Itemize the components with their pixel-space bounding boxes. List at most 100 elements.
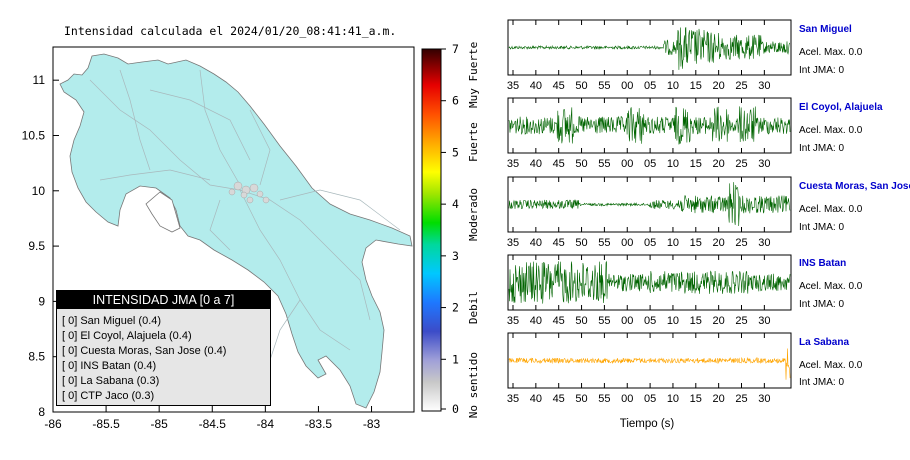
map-y-axis: 8 8.5 9 9.5 10 10.5 11 [22,73,59,419]
time-tick-label: 25 [735,158,747,170]
colorbar-tick-label: 7 [452,42,459,56]
legend-title: INTENSIDAD JMA [0 a 7] [57,291,270,309]
time-tick-label: 40 [530,237,542,249]
time-tick-label: 55 [598,237,610,249]
time-tick-label: 55 [598,158,610,170]
road-network [89,69,401,361]
time-tick-label: 10 [667,315,679,327]
time-tick-label: 45 [553,237,565,249]
y-tick-label: 9 [38,294,45,308]
station-jma: Int JMA: 0 [799,377,845,388]
town-cluster [228,181,270,204]
waveform-trace [508,106,791,145]
time-tick-label: 00 [621,315,633,327]
time-tick-label: 25 [735,80,747,92]
time-tick-label: 10 [667,393,679,405]
waveform-trace [508,182,791,227]
seismogram-panel: 35 40 45 50 55 00 05 10 15 20 25 30 [507,254,792,327]
seismogram-panel: 35 40 45 50 55 00 05 10 15 20 25 30 [507,332,792,405]
x-tick-label: -83 [363,417,381,431]
time-tick-label: 20 [713,158,725,170]
time-tick-label: 55 [598,315,610,327]
colorbar-label: Muy Fuerte [467,42,480,108]
time-tick-label: 35 [507,393,519,405]
time-tick-label: 45 [553,315,565,327]
x-tick-label: -85.5 [92,417,120,431]
colorbar-labels: No sentido Debil Moderado Fuerte Muy Fuerte [467,42,480,419]
time-tick-label: 35 [507,237,519,249]
time-tick-label: 50 [575,80,587,92]
colorbar-gradient [421,48,442,412]
time-tick-label: 40 [530,158,542,170]
colorbar-label: Moderado [467,188,480,241]
time-tick-label: 20 [713,315,725,327]
time-tick-label: 05 [644,158,656,170]
time-tick-label: 50 [575,158,587,170]
time-tick-label: 40 [530,393,542,405]
time-tick-label: 30 [758,237,770,249]
time-tick-label: 40 [530,80,542,92]
time-tick-label: 55 [598,80,610,92]
seismogram-panel: 35 40 45 50 55 00 05 10 15 20 25 30 [507,97,792,170]
time-tick-label: 05 [644,315,656,327]
station-accel: Acel. Max. 0.0 [799,47,863,58]
time-tick-label: 45 [553,80,565,92]
nicoya-gulf [145,191,181,233]
time-tick-label: 15 [690,158,702,170]
colorbar: 0 1 2 3 4 5 6 7 No sentido Debil Moderado Fuerte Mu… [421,42,480,419]
station-name: Cuesta Moras, San Jose [799,181,910,192]
waveform-trace [508,260,791,304]
time-tick-label: 35 [507,158,519,170]
colorbar-label: No sentido [467,352,480,418]
station-accel: Acel. Max. 0.0 [799,360,863,371]
intensity-legend: INTENSIDAD JMA [0 a 7] [ 0] San Miguel (… [56,290,271,406]
time-tick-label: 45 [553,158,565,170]
map-frame [52,46,415,413]
station-name: El Coyol, Alajuela [799,102,883,113]
time-axis-label: Tiempo (s) [620,418,675,430]
time-tick-label: 50 [575,237,587,249]
colorbar-tick-label: 0 [452,402,459,416]
station-jma: Int JMA: 0 [799,65,845,76]
time-tick-label: 50 [575,393,587,405]
colorbar-tick-label: 5 [452,145,459,159]
legend-item: [ 0] La Sabana (0.3) [62,375,160,387]
station-jma: Int JMA: 0 [799,143,845,154]
time-tick-label: 35 [507,80,519,92]
time-tick-label: 55 [598,393,610,405]
time-tick-label: 25 [735,315,747,327]
waveform-trace [508,27,791,70]
time-tick-label: 05 [644,80,656,92]
waveform-trace [508,348,791,380]
x-tick-label: -84.5 [199,417,227,431]
time-tick-label: 45 [553,393,565,405]
legend-item: [ 0] El Coyol, Alajuela (0.4) [62,330,192,342]
time-tick-label: 15 [690,237,702,249]
station-jma: Int JMA: 0 [799,222,845,233]
time-tick-label: 50 [575,315,587,327]
time-tick-label: 00 [621,158,633,170]
time-tick-label: 10 [667,158,679,170]
colorbar-label: Fuerte [467,122,480,162]
y-tick-label: 10.5 [22,128,46,142]
time-tick-label: 00 [621,80,633,92]
station-name: San Miguel [799,24,852,35]
station-accel: Acel. Max. 0.0 [799,281,863,292]
time-tick-label: 30 [758,158,770,170]
time-tick-label: 15 [690,80,702,92]
colorbar-label: Debil [467,291,480,324]
map-title: Intensidad calculada el 2024/01/20_08:41… [64,24,397,38]
station-name: INS Batan [799,258,847,269]
time-tick-label: 20 [713,393,725,405]
y-tick-label: 8.5 [28,350,45,364]
legend-item: [ 0] San Miguel (0.4) [62,315,162,327]
colorbar-tick-label: 4 [452,197,459,211]
time-tick-label: 30 [758,80,770,92]
time-tick-label: 00 [621,393,633,405]
station-accel: Acel. Max. 0.0 [799,204,863,215]
map-x-axis: -86 -85.5 -85 -84.5 -84 -83.5 -83 [44,406,381,431]
colorbar-tick-label: 2 [452,301,459,315]
costa-rica-land [59,53,413,409]
x-tick-label: -84 [257,417,275,431]
